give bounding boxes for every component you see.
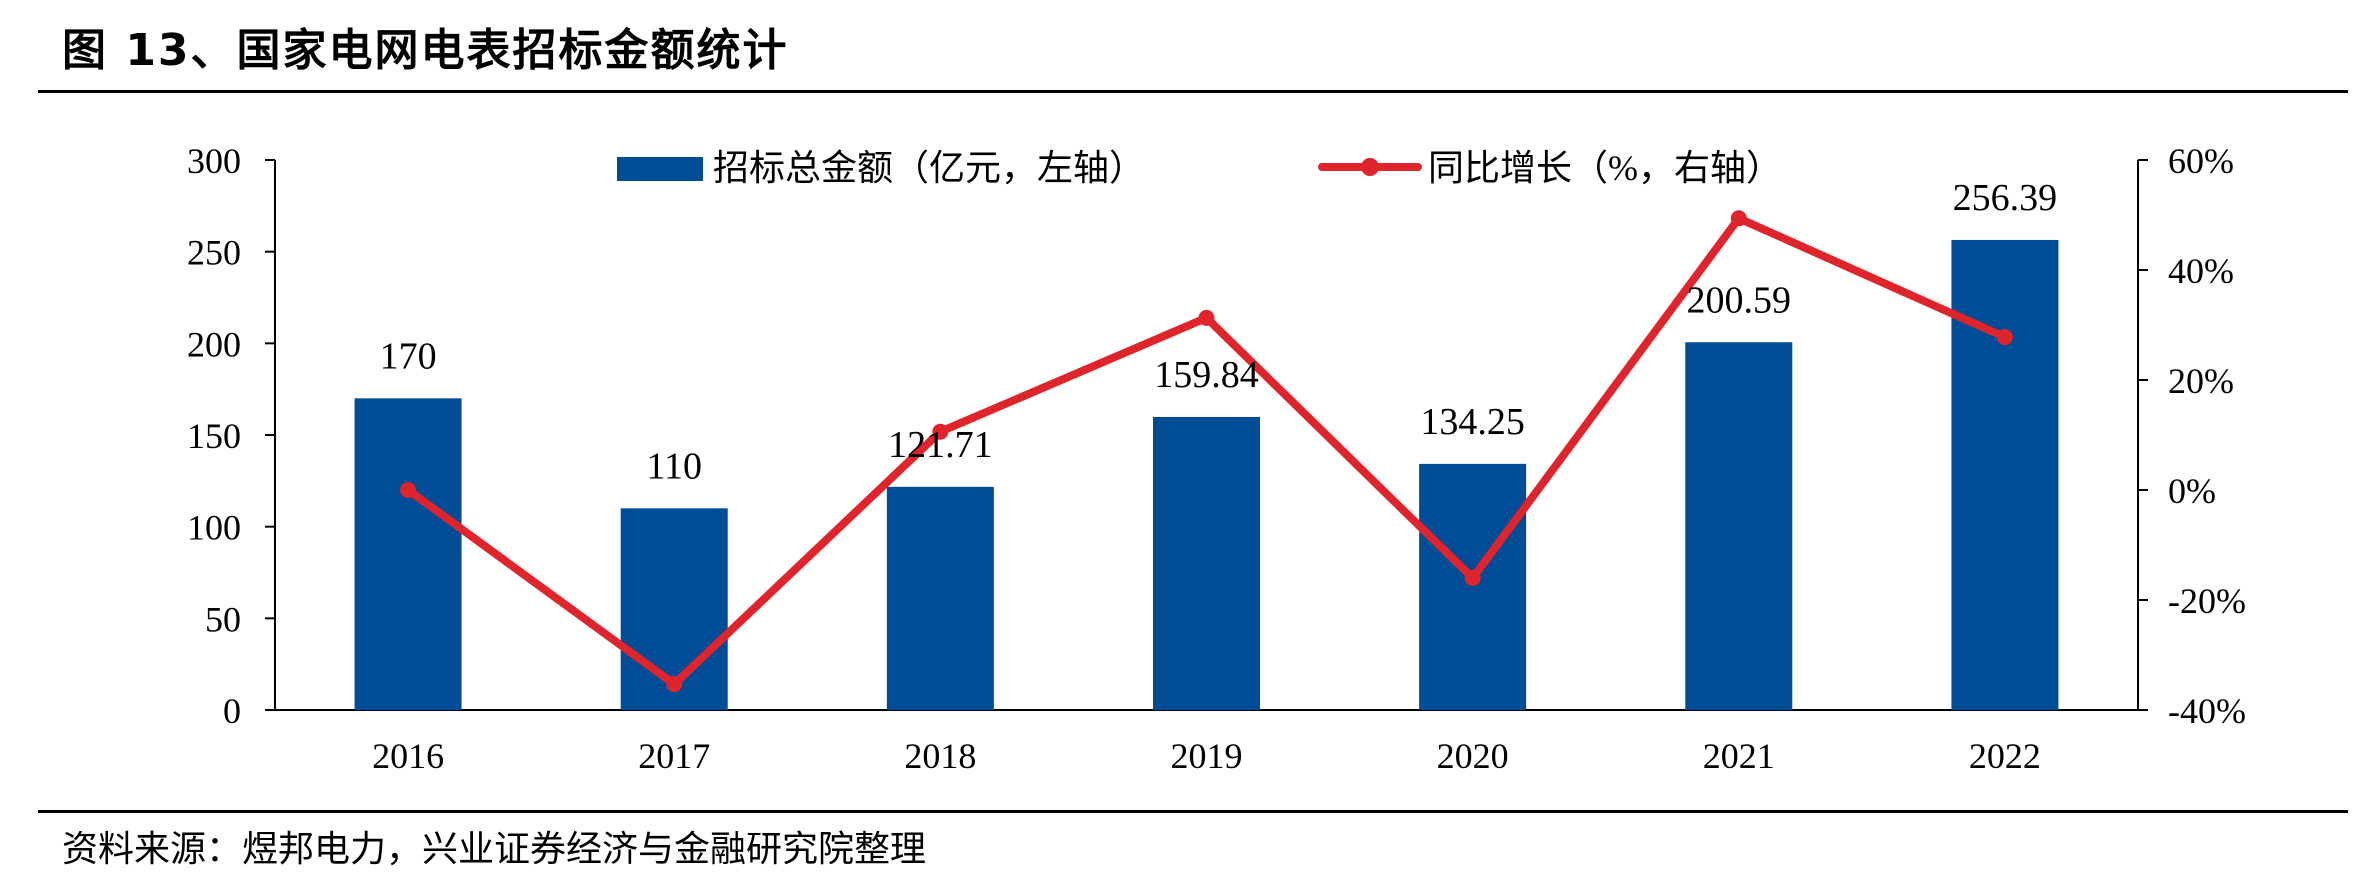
bar [886,486,994,710]
bar-data-label: 159.84 [1154,354,1259,396]
chart-title: 图 13、国家电网电表招标金额统计 [62,25,789,76]
bar-data-label: 121.71 [888,424,993,466]
growth-point [1464,570,1481,586]
growth-point [1198,309,1215,326]
right-tick-label: -40% [2168,691,2246,731]
left-tick-label: 50 [205,599,241,639]
bar [1951,239,2059,710]
data-labels: 170 110 121.71 159.84 134.25 200.59 256.39 [380,177,2058,487]
bar [354,398,462,710]
x-tick-label: 2019 [1171,736,1243,776]
top-rule [38,90,2348,93]
left-tick-label: 250 [187,233,241,273]
left-tick-label: 200 [187,324,241,364]
right-tick-label: 60% [2168,141,2234,181]
bar-data-label: 110 [646,445,702,487]
x-tick-label: 2017 [638,736,710,776]
line-series [400,210,2013,693]
legend-bar-swatch [617,157,703,181]
growth-point [1730,210,1747,227]
legend: 招标总金额（亿元，左轴） 同比增长（%，右轴） [617,148,1782,188]
growth-point [1996,329,2013,346]
right-tick-label: 40% [2168,251,2234,291]
x-tick-label: 2018 [904,736,976,776]
left-tick-label: 100 [187,508,241,548]
bar-data-label: 256.39 [1953,177,2058,219]
bar-data-label: 134.25 [1420,401,1525,443]
legend-line-label: 同比增长（%，右轴） [1428,148,1782,188]
x-tick-label: 2020 [1437,736,1509,776]
x-tick-label: 2016 [372,736,444,776]
left-tick-label: 300 [187,141,241,181]
x-tick-label: 2022 [1969,736,2041,776]
growth-point [400,482,417,498]
legend-line-marker [1361,158,1379,176]
right-tick-label: -20% [2168,581,2246,621]
bar-data-label: 170 [380,335,437,377]
growth-point [932,423,949,440]
left-tick-label: 0 [223,691,241,731]
axes: 0 50 100 150 200 250 300 -40% -20% 0% 20% 40% 60% 201… [187,141,2246,776]
source-note: 资料来源：煜邦电力，兴业证券经济与金融研究院整理 [62,829,927,870]
bar-data-label: 200.59 [1687,279,1792,321]
chart: 0 50 100 150 200 250 300 -40% -20% 0% 20% 40% 60% 201… [187,141,2246,776]
right-tick-label: 20% [2168,361,2234,401]
bar [1685,342,1793,710]
right-tick-label: 0% [2168,471,2216,511]
growth-point [666,676,683,693]
x-tick-label: 2021 [1703,736,1775,776]
legend-bar-label: 招标总金额（亿元，左轴） [713,148,1145,188]
bottom-rule [38,810,2348,813]
left-tick-label: 150 [187,416,241,456]
bar [1153,416,1260,710]
bar [1419,463,1527,710]
